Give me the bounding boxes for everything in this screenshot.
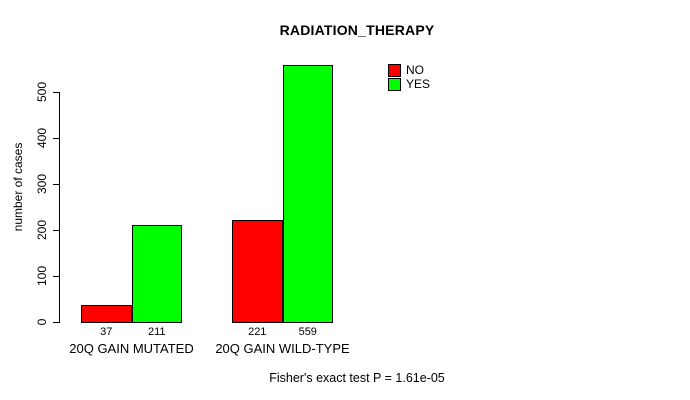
x-category-label: 20Q GAIN MUTATED — [69, 341, 194, 356]
bar-value-label: 221 — [248, 326, 267, 338]
bar-yes-group0 — [131, 224, 182, 323]
y-axis-label: number of cases — [11, 142, 25, 232]
legend-item-no: NO — [388, 64, 430, 77]
legend-label: NO — [406, 63, 424, 77]
y-axis-tick-label: 0 — [35, 318, 49, 326]
bar-no-group1 — [232, 220, 283, 323]
y-axis-tick — [53, 92, 60, 93]
y-axis-tick — [53, 184, 60, 185]
fisher-test-annotation: Fisher's exact test P = 1.61e-05 — [269, 371, 445, 385]
bar-no-group0 — [81, 304, 132, 323]
y-axis-tick — [53, 138, 60, 139]
bar-value-label: 559 — [298, 326, 317, 338]
legend-item-yes: YES — [388, 78, 430, 91]
y-axis-tick — [53, 276, 60, 277]
y-axis-tick-label: 400 — [35, 127, 49, 149]
y-axis-tick — [53, 230, 60, 231]
y-axis-tick-label: 200 — [35, 219, 49, 241]
legend-swatch-no — [388, 64, 401, 77]
chart-title: RADIATION_THERAPY — [279, 22, 435, 38]
y-axis-tick-label: 300 — [35, 173, 49, 195]
y-axis-tick-label: 500 — [35, 81, 49, 103]
legend: NO YES — [388, 64, 430, 92]
bar-value-label: 37 — [100, 326, 113, 338]
bar-yes-group1 — [282, 64, 333, 323]
y-axis-tick-label: 100 — [35, 265, 49, 287]
bar-value-label: 211 — [147, 326, 166, 338]
y-axis-line — [59, 92, 60, 323]
y-axis-tick — [53, 322, 60, 323]
legend-label: YES — [406, 77, 431, 91]
x-category-label: 20Q GAIN WILD-TYPE — [215, 341, 350, 356]
legend-swatch-yes — [388, 78, 401, 91]
